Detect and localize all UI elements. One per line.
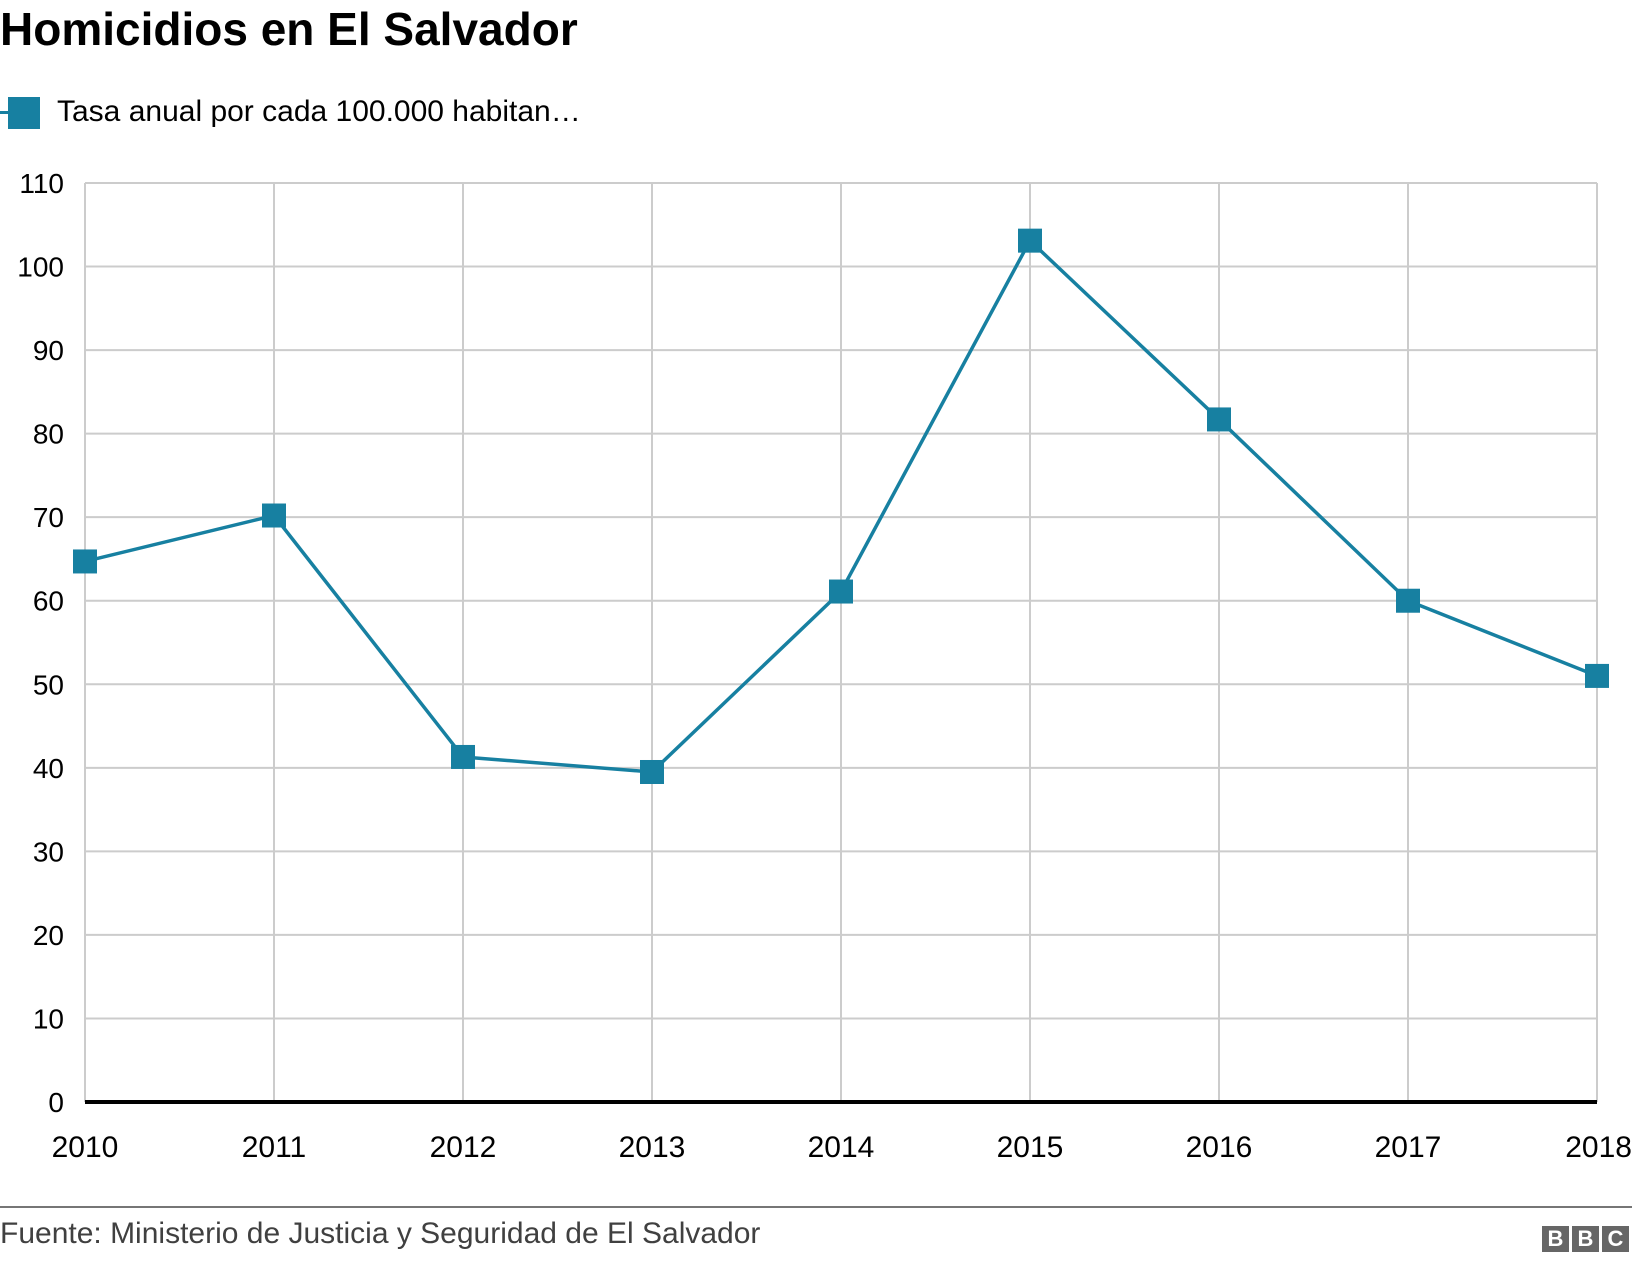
y-axis-labels: 0 10 20 30 40 50 60 70 80 90 100 110: [17, 168, 64, 1118]
square-marker-icon: [73, 549, 97, 574]
y-tick-label: 0: [48, 1087, 64, 1118]
x-axis-labels: 2010 2011 2012 2013 2014 2015 2016 2017 2018: [52, 1131, 1632, 1164]
square-marker-icon: [1207, 407, 1231, 432]
y-tick-label: 80: [33, 419, 64, 450]
square-marker-icon: [1396, 588, 1420, 613]
y-tick-label: 30: [33, 836, 64, 867]
y-tick-label: 60: [33, 586, 64, 617]
square-marker-icon: [262, 503, 286, 528]
y-tick-label: 100: [17, 252, 64, 283]
x-tick-label: 2016: [1186, 1131, 1253, 1164]
square-marker-icon: [1018, 228, 1042, 253]
series-markers: [73, 228, 1609, 784]
x-tick-label: 2014: [808, 1131, 875, 1164]
y-tick-label: 50: [33, 669, 64, 700]
bbc-logo-letter: B: [1572, 1226, 1599, 1252]
square-marker-icon: [451, 744, 475, 769]
x-tick-label: 2011: [242, 1131, 307, 1164]
source-note: Fuente: Ministerio de Justicia y Segurid…: [0, 1217, 761, 1250]
y-tick-label: 40: [33, 753, 64, 784]
x-tick-label: 2018: [1565, 1131, 1632, 1164]
bbc-logo-letter: C: [1602, 1226, 1629, 1252]
footer-divider: [0, 1206, 1632, 1208]
x-tick-label: 2013: [619, 1131, 686, 1164]
x-tick-label: 2010: [52, 1131, 119, 1164]
gridlines: [84, 182, 1598, 1102]
legend-label: Tasa anual por cada 100.000 habitan…: [57, 95, 581, 128]
chart-title: Homicidios en El Salvador: [0, 3, 578, 55]
square-marker-icon: [829, 579, 853, 604]
y-tick-label: 110: [19, 168, 64, 199]
bbc-logo: B B C: [1542, 1226, 1629, 1252]
legend-square-marker-icon: [0, 92, 42, 132]
x-tick-label: 2012: [430, 1131, 497, 1164]
y-tick-label: 20: [33, 920, 64, 951]
x-tick-label: 2015: [997, 1131, 1064, 1164]
y-tick-label: 90: [33, 335, 64, 366]
x-tick-label: 2017: [1375, 1131, 1442, 1164]
square-marker-icon: [640, 759, 664, 784]
y-tick-label: 10: [33, 1003, 64, 1034]
legend: Tasa anual por cada 100.000 habitan…: [0, 92, 581, 132]
y-tick-label: 70: [33, 502, 64, 533]
square-marker-icon: [1585, 663, 1609, 688]
bbc-logo-letter: B: [1542, 1226, 1569, 1252]
